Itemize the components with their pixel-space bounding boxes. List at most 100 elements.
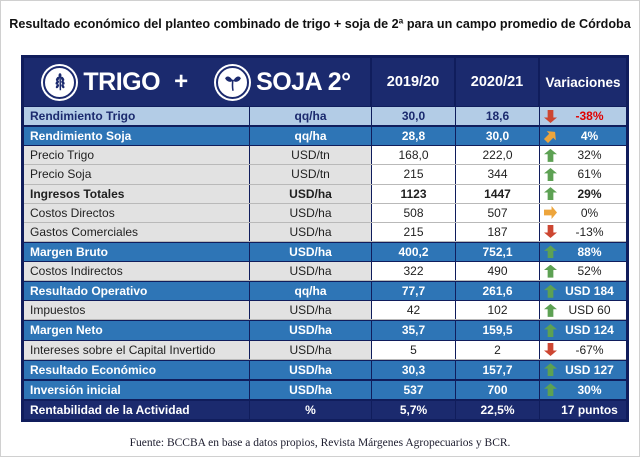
value-2020-21: 2 — [456, 340, 540, 359]
trend-arrow-icon — [544, 225, 557, 238]
table-row: Inversión inicial USD/ha 537 700 30% — [24, 379, 626, 400]
row-unit: USD/ha — [250, 262, 372, 281]
results-table: TRIGO + SOJA 2° 2019/20 2020/21 Variacio… — [21, 55, 629, 422]
table-row: Margen Neto USD/ha 35,7 159,5 USD 124 — [24, 320, 626, 341]
value-2019-20: 30,0 — [372, 107, 456, 126]
variation-cell: -38% — [540, 107, 626, 125]
value-2020-21: 700 — [456, 380, 540, 399]
table-row: Resultado Económico USD/ha 30,3 157,7 US… — [24, 359, 626, 380]
value-2019-20: 35,7 — [372, 321, 456, 340]
variation-value: USD 124 — [565, 323, 614, 338]
row-label: Precio Trigo — [24, 146, 250, 165]
row-unit: USD/ha — [250, 184, 372, 203]
table-row: Rentabilidad de la Actividad % 5,7% 22,5… — [24, 399, 626, 419]
value-2019-20: 30,3 — [372, 360, 456, 379]
row-unit: USD/ha — [250, 340, 372, 359]
variation-cell: 0% — [540, 204, 626, 222]
table-row: Precio Trigo USD/tn 168,0 222,0 32% — [24, 146, 626, 166]
variation-value: 32% — [577, 148, 602, 163]
value-2020-21: 490 — [456, 262, 540, 281]
variation-value: 30% — [577, 382, 602, 397]
value-2019-20: 508 — [372, 203, 456, 222]
row-label: Inversión inicial — [24, 380, 250, 399]
table-row: Costos Indirectos USD/ha 322 490 52% — [24, 262, 626, 282]
table-row: Gastos Comerciales USD/ha 215 187 -13% — [24, 222, 626, 242]
value-2019-20: 1123 — [372, 184, 456, 203]
row-unit: USD/ha — [250, 360, 372, 379]
trend-arrow-icon — [544, 167, 557, 181]
variation-value: 61% — [577, 167, 602, 182]
variation-value: USD 60 — [568, 303, 611, 318]
table-row: Impuestos USD/ha 42 102 USD 60 — [24, 301, 626, 321]
row-label: Rendimiento Soja — [24, 127, 250, 146]
row-unit: qq/ha — [250, 127, 372, 146]
row-unit: USD/tn — [250, 146, 372, 165]
row-label: Resultado Operativo — [24, 282, 250, 301]
variation-cell: 88% — [540, 243, 626, 261]
variation-cell: 61% — [540, 165, 626, 183]
trend-arrow-icon — [544, 148, 557, 162]
table-row: Margen Bruto USD/ha 400,2 752,1 88% — [24, 241, 626, 262]
crops-header-cell: TRIGO + SOJA 2° — [24, 58, 372, 106]
row-unit: qq/ha — [250, 107, 372, 126]
variation-value: USD 184 — [565, 284, 614, 299]
row-unit: USD/ha — [250, 203, 372, 222]
trend-arrow-icon — [544, 383, 557, 397]
row-label: Costos Directos — [24, 203, 250, 222]
table-row: Costos Directos USD/ha 508 507 0% — [24, 203, 626, 223]
row-label: Gastos Comerciales — [24, 222, 250, 241]
row-label: Ingresos Totales — [24, 184, 250, 203]
table-row: Resultado Operativo qq/ha 77,7 261,6 USD… — [24, 281, 626, 302]
column-header-2019-20: 2019/20 — [372, 58, 456, 106]
value-2020-21: 344 — [456, 165, 540, 184]
value-2020-21: 187 — [456, 222, 540, 241]
variation-value: 4% — [580, 129, 599, 144]
row-label: Rendimiento Trigo — [24, 107, 250, 126]
value-2020-21: 222,0 — [456, 146, 540, 165]
value-2020-21: 752,1 — [456, 242, 540, 261]
value-2020-21: 261,6 — [456, 282, 540, 301]
trend-arrow-icon — [544, 303, 557, 317]
plus-sign: + — [174, 68, 189, 95]
value-2019-20: 5 — [372, 340, 456, 359]
trigo-label: TRIGO — [83, 67, 161, 96]
trend-arrow-icon — [544, 323, 557, 337]
table-row: Ingresos Totales USD/ha 1123 1447 29% — [24, 184, 626, 204]
row-unit: USD/ha — [250, 242, 372, 261]
wheat-icon — [43, 65, 77, 99]
value-2020-21: 102 — [456, 301, 540, 320]
variation-cell: 29% — [540, 185, 626, 203]
trend-arrow-icon — [544, 343, 557, 356]
trend-arrow-icon — [544, 363, 557, 377]
variation-cell: 17 puntos — [540, 401, 626, 419]
row-unit: qq/ha — [250, 282, 372, 301]
value-2019-20: 215 — [372, 165, 456, 184]
trend-arrow-icon — [544, 284, 557, 298]
value-2019-20: 42 — [372, 301, 456, 320]
row-label: Rentabilidad de la Actividad — [24, 400, 250, 419]
row-label: Impuestos — [24, 301, 250, 320]
variation-cell: USD 127 — [540, 361, 626, 379]
soja-label: SOJA 2° — [256, 67, 351, 96]
row-label: Precio Soja — [24, 165, 250, 184]
row-unit: USD/ha — [250, 380, 372, 399]
value-2019-20: 322 — [372, 262, 456, 281]
variation-cell: -13% — [540, 223, 626, 241]
row-unit: USD/ha — [250, 222, 372, 241]
soybean-icon — [216, 65, 250, 99]
trend-arrow-icon — [544, 245, 557, 259]
variation-cell: 52% — [540, 262, 626, 280]
variation-cell: 30% — [540, 381, 626, 399]
value-2020-21: 159,5 — [456, 321, 540, 340]
value-2019-20: 400,2 — [372, 242, 456, 261]
variation-value: 17 puntos — [561, 402, 618, 417]
trend-arrow-icon — [544, 264, 557, 278]
page-title: Resultado económico del planteo combinad… — [9, 17, 631, 31]
variation-cell: 4% — [540, 127, 626, 145]
row-label: Intereses sobre el Capital Invertido — [24, 340, 250, 359]
row-label: Margen Neto — [24, 321, 250, 340]
table-header: TRIGO + SOJA 2° 2019/20 2020/21 Variacio… — [24, 58, 626, 106]
value-2019-20: 77,7 — [372, 282, 456, 301]
variation-value: 52% — [577, 264, 602, 279]
